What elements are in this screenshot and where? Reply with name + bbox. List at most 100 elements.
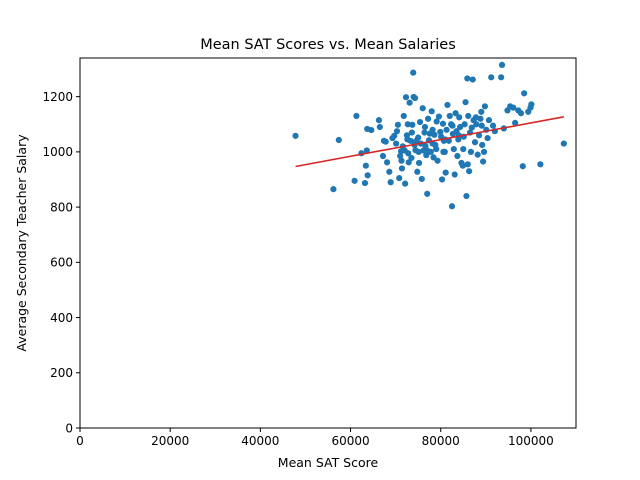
data-point: [387, 179, 394, 186]
data-point: [457, 123, 464, 131]
y-axis-label: Average Secondary Teacher Salary: [14, 134, 29, 352]
x-tick-label: 100000: [508, 434, 554, 448]
data-point: [335, 136, 342, 144]
x-tick-label: 60000: [331, 434, 369, 448]
data-point: [393, 128, 401, 135]
data-point: [448, 203, 456, 210]
data-point: [353, 112, 360, 120]
data-point: [460, 146, 467, 153]
data-point: [361, 179, 369, 187]
data-point: [480, 158, 487, 165]
y-tick-label: 800: [50, 200, 73, 214]
data-point: [362, 162, 369, 169]
data-point: [442, 169, 449, 176]
x-tick-label: 0: [76, 434, 84, 448]
data-point: [438, 176, 446, 183]
data-point: [464, 75, 471, 82]
data-point: [402, 180, 409, 187]
y-tick-label: 1200: [42, 90, 73, 104]
data-point: [521, 90, 528, 97]
data-point: [351, 177, 358, 184]
data-point: [454, 152, 461, 160]
y-tick-label: 1000: [42, 145, 73, 159]
data-point: [478, 108, 485, 115]
data-point: [461, 121, 468, 128]
data-point: [452, 110, 459, 117]
regression-line: [295, 116, 564, 168]
data-point: [480, 148, 488, 155]
data-point: [404, 136, 411, 143]
data-point: [469, 76, 476, 83]
data-point: [394, 121, 401, 128]
data-point: [433, 146, 440, 153]
data-point: [408, 154, 415, 162]
y-tick-label: 200: [50, 366, 73, 380]
data-point: [519, 163, 526, 170]
data-point: [391, 132, 398, 139]
data-point: [292, 132, 299, 139]
data-point: [415, 159, 423, 167]
data-point: [510, 104, 517, 111]
data-point: [517, 110, 525, 117]
axes-frame: [79, 57, 577, 429]
data-point: [383, 159, 391, 166]
fit-line-layer: [295, 116, 564, 168]
data-point: [396, 175, 403, 182]
data-point: [466, 168, 473, 175]
data-point: [406, 99, 413, 106]
data-point: [484, 134, 491, 142]
data-point: [423, 152, 430, 159]
y-tick-label: 0: [65, 421, 73, 435]
data-point: [375, 117, 383, 124]
data-point: [485, 117, 493, 124]
data-point: [363, 147, 370, 154]
data-point: [429, 126, 436, 133]
data-point: [498, 61, 506, 68]
data-point: [465, 112, 472, 120]
data-point: [437, 128, 444, 136]
data-point: [472, 114, 479, 121]
data-point: [402, 94, 410, 101]
data-point: [446, 112, 453, 120]
data-point: [409, 121, 416, 128]
data-point: [456, 114, 463, 121]
data-point: [474, 151, 481, 158]
data-point: [439, 120, 447, 127]
data-point: [451, 171, 458, 178]
data-point: [443, 126, 450, 133]
data-point: [418, 175, 425, 183]
data-point: [428, 108, 435, 115]
x-tick-label: 20000: [151, 434, 189, 448]
data-point: [475, 132, 483, 139]
data-point: [481, 103, 489, 110]
data-point: [421, 123, 429, 131]
data-point: [560, 140, 567, 147]
data-point: [398, 157, 405, 164]
data-point: [379, 152, 387, 160]
data-point: [473, 121, 480, 128]
data-point: [397, 152, 404, 160]
x-axis-label: Mean SAT Score: [278, 455, 379, 470]
y-tick-label: 600: [50, 256, 73, 270]
data-point: [416, 118, 424, 126]
data-point: [414, 168, 421, 175]
data-point: [404, 121, 411, 128]
data-point: [468, 124, 475, 131]
y-axis-ticks: 0 200 400 600 800 1000 1200: [42, 90, 80, 435]
data-point: [392, 140, 400, 147]
data-point: [424, 190, 431, 197]
data-point: [415, 148, 422, 155]
data-point: [489, 122, 497, 129]
data-point: [444, 101, 451, 109]
data-point: [488, 74, 495, 81]
data-point: [464, 161, 471, 168]
data-point: [512, 119, 519, 126]
data-point: [422, 142, 429, 149]
data-point: [330, 186, 337, 193]
data-point: [449, 122, 456, 129]
data-point: [415, 134, 422, 141]
chart-title: Mean SAT Scores vs. Mean Salaries: [200, 37, 456, 53]
